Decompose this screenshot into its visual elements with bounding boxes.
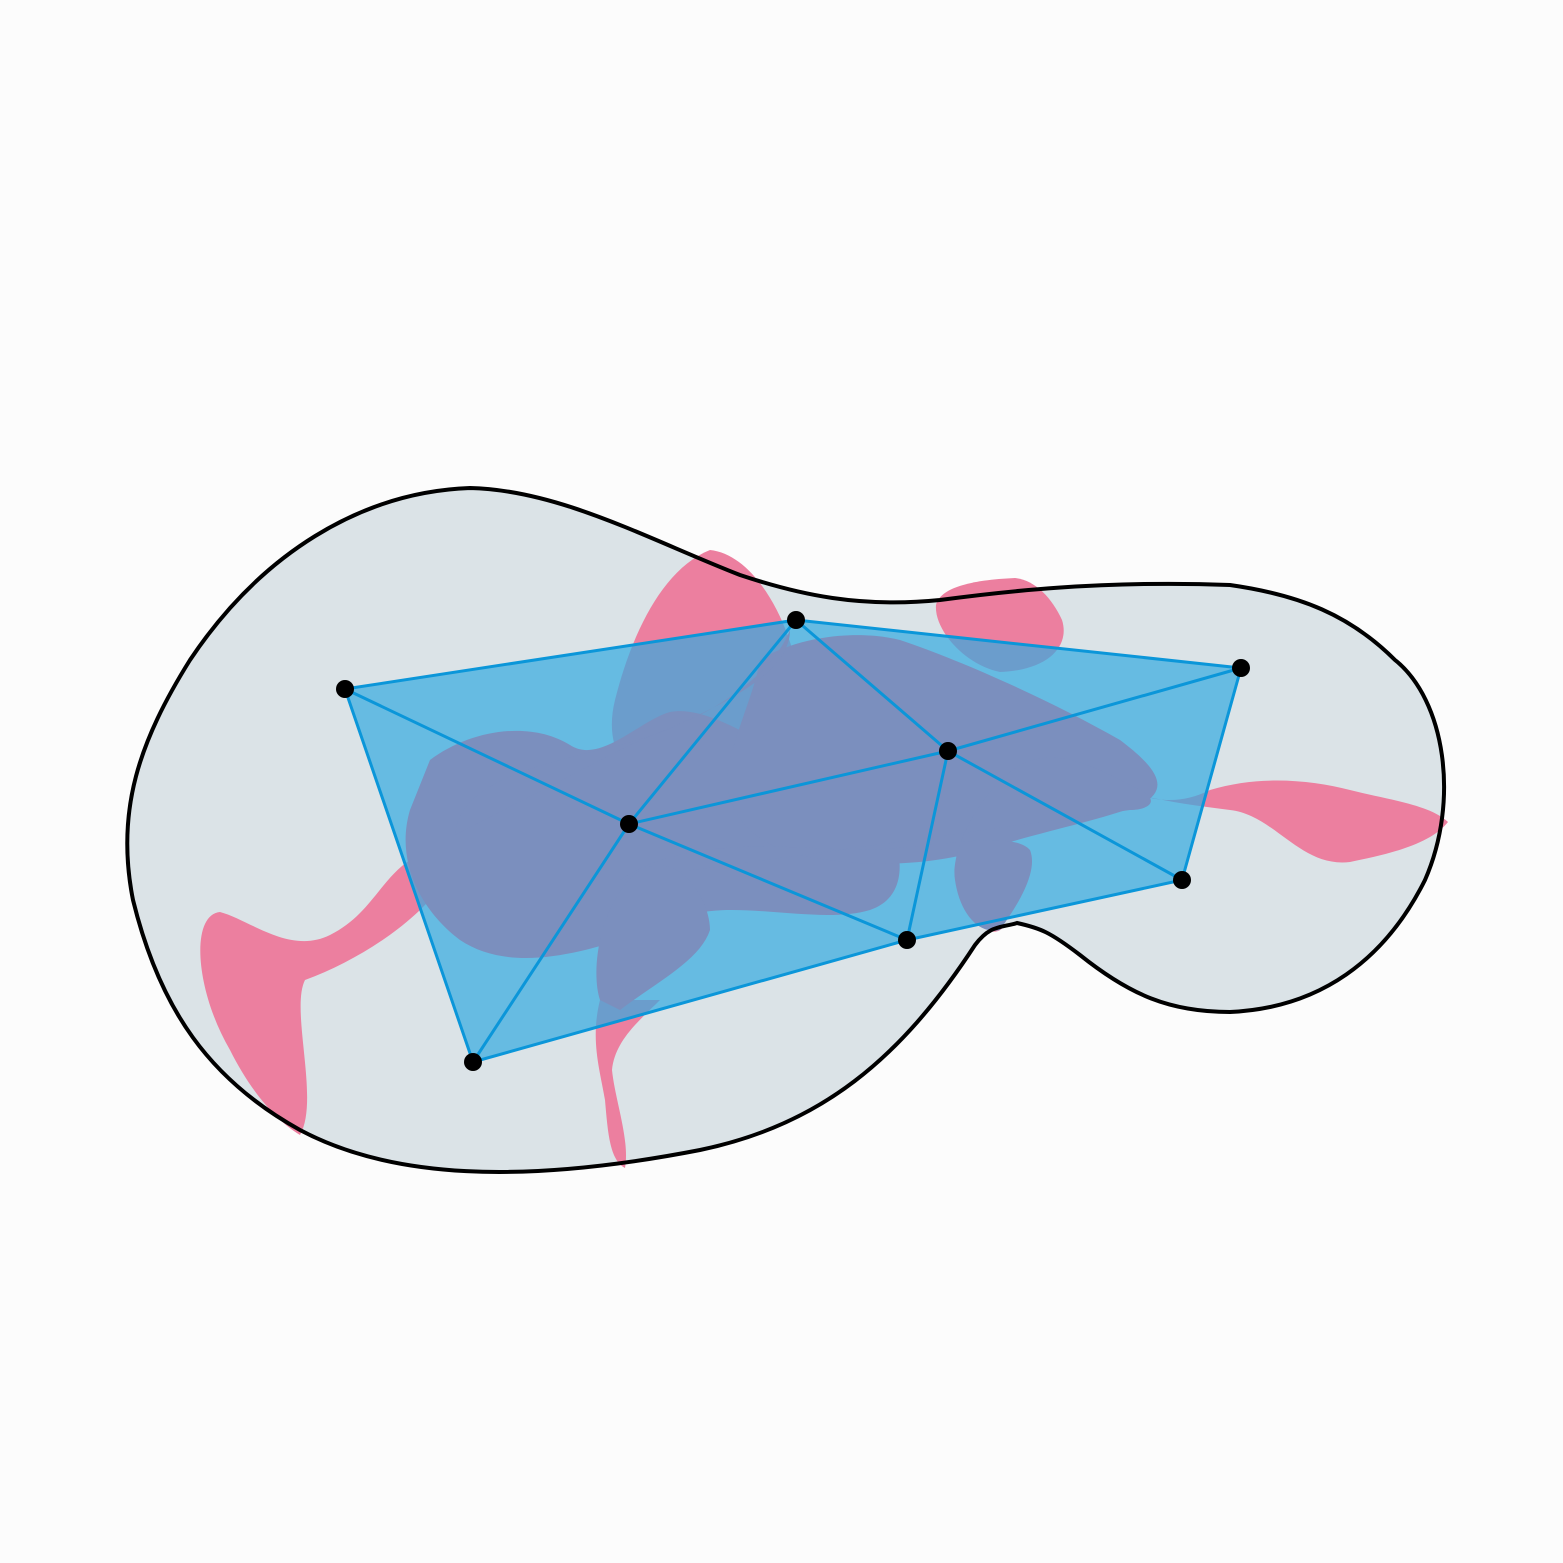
vertex — [620, 815, 638, 833]
vertex — [939, 742, 957, 760]
mesh-edge — [627, 822, 909, 942]
vertex — [336, 680, 354, 698]
mesh-edge — [627, 618, 798, 826]
overlap-region-e — [596, 865, 710, 1010]
mesh-vertices — [336, 611, 1250, 1071]
mesh-edge — [343, 618, 798, 691]
pink-region-right — [1080, 760, 1448, 863]
mesh-edge — [471, 938, 909, 1064]
mesh-edges — [343, 618, 1243, 1064]
vertex — [787, 611, 805, 629]
domain-boundary — [125, 485, 1447, 1174]
mesh-edge — [946, 666, 1243, 753]
mesh-edge — [794, 618, 1243, 670]
vertex — [898, 931, 916, 949]
mesh-edge — [946, 749, 1184, 882]
overlap-region-d — [455, 630, 790, 835]
mesh-edge — [343, 687, 631, 826]
mesh-edge — [794, 618, 950, 753]
vertex — [1232, 659, 1250, 677]
mesh-edge — [1180, 666, 1243, 882]
overlap-region-c — [620, 757, 1151, 931]
mesh-edge — [343, 687, 475, 1064]
vertex — [464, 1053, 482, 1071]
pink-region-left — [200, 860, 445, 1135]
mesh-edge — [905, 878, 1184, 942]
vertex — [1173, 871, 1191, 889]
pink-region-bottom — [595, 1000, 660, 1168]
mesh-edge — [905, 749, 950, 942]
mesh-edge — [471, 822, 631, 1064]
mesh-edge — [627, 749, 950, 826]
